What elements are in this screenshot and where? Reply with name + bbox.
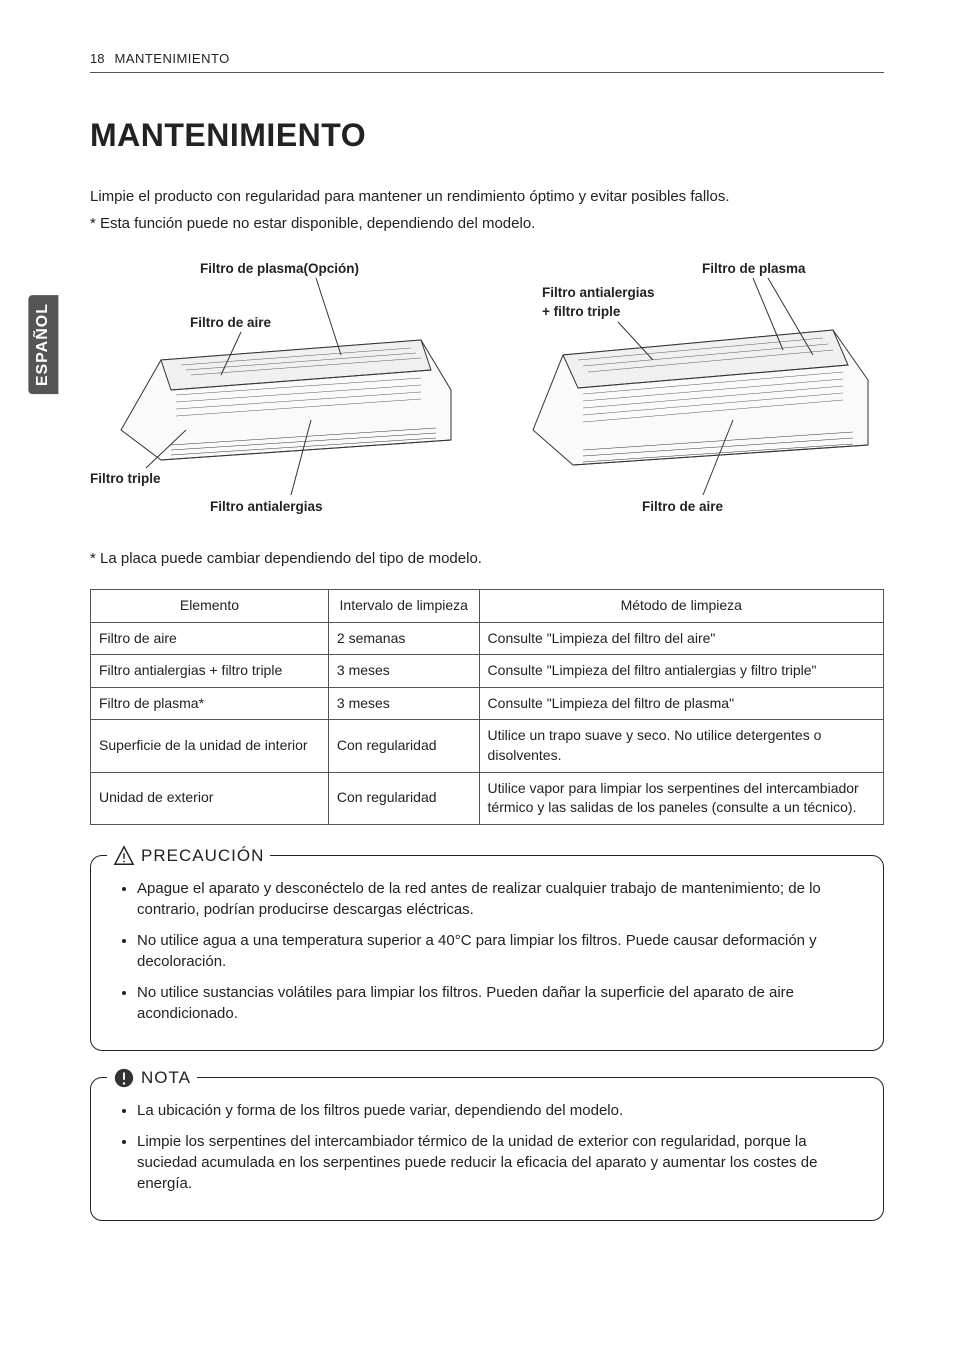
note-title-text: NOTA [141,1066,191,1090]
table-cell: Utilice vapor para limpiar los serpentin… [479,772,883,824]
table-row: Filtro de aire2 semanasConsulte "Limpiez… [91,622,884,655]
table-cell: Superficie de la unidad de interior [91,720,329,772]
table-cell: Filtro antialergias + filtro triple [91,655,329,688]
table-cell: 3 meses [328,687,479,720]
col-header-elemento: Elemento [91,589,329,622]
table-cell: Unidad de exterior [91,772,329,824]
precaution-box: PRECAUCIÓN Apague el aparato y desconéct… [90,855,884,1051]
label-plasma-right: Filtro de plasma [702,260,806,279]
list-item: Apague el aparato y desconéctelo de la r… [137,878,861,920]
table-cell: Con regularidad [328,772,479,824]
note-title: NOTA [107,1066,197,1090]
page-header: 18 MANTENIMIENTO [90,50,884,73]
list-item: No utilice sustancias volátiles para lim… [137,982,861,1024]
label-aire-right: Filtro de aire [642,498,723,517]
diagram-left: Filtro de plasma(Opción) Filtro de aire … [90,260,472,520]
table-cell: Con regularidad [328,720,479,772]
table-cell: Filtro de plasma* [91,687,329,720]
col-header-metodo: Método de limpieza [479,589,883,622]
diagram-row: Filtro de plasma(Opción) Filtro de aire … [90,260,884,520]
note-circle-icon [113,1067,135,1089]
table-cell: Filtro de aire [91,622,329,655]
section-label: MANTENIMIENTO [114,50,229,68]
table-header-row: Elemento Intervalo de limpieza Método de… [91,589,884,622]
precaution-list: Apague el aparato y desconéctelo de la r… [113,878,861,1024]
label-aire-left: Filtro de aire [190,314,271,333]
col-header-intervalo: Intervalo de limpieza [328,589,479,622]
table-row: Superficie de la unidad de interiorCon r… [91,720,884,772]
label-antialergias-left: Filtro antialergias [210,498,323,517]
precaution-title-text: PRECAUCIÓN [141,844,264,868]
table-row: Unidad de exteriorCon regularidadUtilice… [91,772,884,824]
table-row: Filtro de plasma*3 mesesConsulte "Limpie… [91,687,884,720]
label-triple-left: Filtro triple [90,470,161,489]
table-cell: 2 semanas [328,622,479,655]
table-row: Filtro antialergias + filtro triple3 mes… [91,655,884,688]
table-cell: Utilice un trapo suave y seco. No utilic… [479,720,883,772]
plate-note: * La placa puede cambiar dependiendo del… [90,548,884,569]
table-cell: Consulte "Limpieza del filtro de plasma" [479,687,883,720]
page-title: MANTENIMIENTO [90,113,884,158]
label-plasma-left: Filtro de plasma(Opción) [200,260,359,279]
list-item: La ubicación y forma de los filtros pued… [137,1100,861,1121]
note-list: La ubicación y forma de los filtros pued… [113,1100,861,1194]
table-cell: Consulte "Limpieza del filtro del aire" [479,622,883,655]
table-cell: 3 meses [328,655,479,688]
language-tab: ESPAÑOL [28,295,58,394]
list-item: No utilice agua a una temperatura superi… [137,930,861,972]
maintenance-table: Elemento Intervalo de limpieza Método de… [90,589,884,825]
precaution-title: PRECAUCIÓN [107,844,270,868]
warning-triangle-icon [113,845,135,867]
page-number: 18 [90,50,104,68]
list-item: Limpie los serpentines del intercambiado… [137,1131,861,1194]
model-note: * Esta función puede no estar disponible… [90,213,884,234]
diagram-right: Filtro de plasma Filtro antialergias + f… [502,260,884,520]
label-anti-triple-right: Filtro antialergias + filtro triple [542,284,655,322]
note-box: NOTA La ubicación y forma de los filtros… [90,1077,884,1221]
intro-text: Limpie el producto con regularidad para … [90,186,884,207]
table-cell: Consulte "Limpieza del filtro antialergi… [479,655,883,688]
